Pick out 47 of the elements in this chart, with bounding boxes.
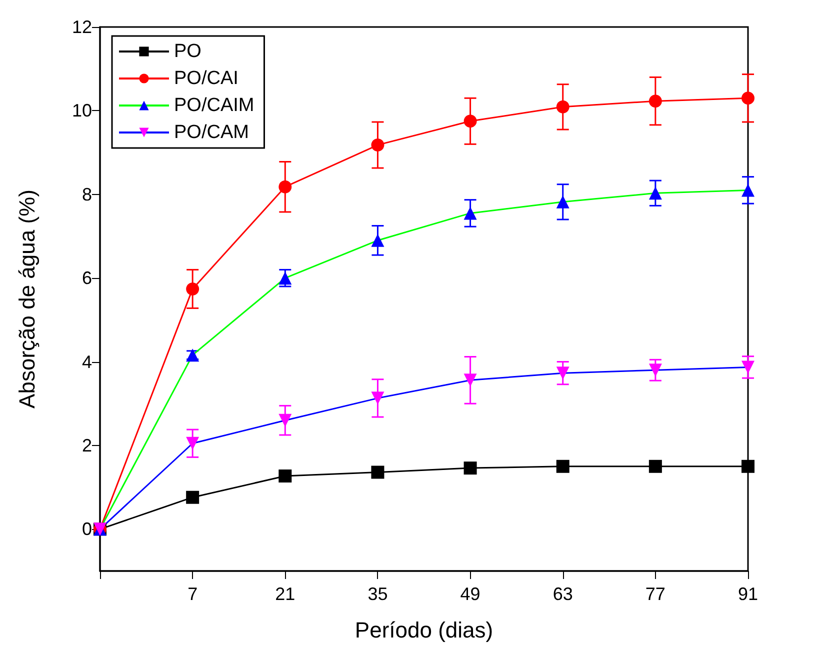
point xyxy=(371,138,384,152)
y-tick-label: 0 xyxy=(82,519,92,540)
point xyxy=(278,414,292,427)
y-tick-label: 6 xyxy=(82,268,92,288)
y-tick-label: 4 xyxy=(82,352,92,372)
point xyxy=(648,94,662,108)
x-tick-label: 77 xyxy=(645,584,666,604)
y-tick-label: 8 xyxy=(82,184,92,204)
point xyxy=(648,460,662,473)
y-tick-label: 2 xyxy=(82,435,92,456)
legend-label: PO/CAM xyxy=(174,122,249,143)
point xyxy=(742,460,754,473)
legend-label: PO/CAIM xyxy=(174,95,254,116)
point xyxy=(464,462,477,475)
legend-label: PO xyxy=(174,41,202,62)
point xyxy=(371,466,384,479)
x-tick-label: 63 xyxy=(552,584,573,604)
point xyxy=(648,364,662,377)
point xyxy=(278,470,292,483)
y-axis-title: Absorção de água (%) xyxy=(14,190,40,408)
point xyxy=(278,180,292,194)
point xyxy=(186,490,200,504)
point xyxy=(371,392,384,405)
point xyxy=(464,114,477,128)
point xyxy=(464,374,477,387)
point xyxy=(556,100,570,114)
point xyxy=(648,186,662,200)
point xyxy=(186,282,200,296)
y-tick-label: 10 xyxy=(72,100,92,121)
point xyxy=(556,366,570,380)
x-tick-label: 21 xyxy=(275,584,296,604)
point xyxy=(556,195,570,208)
x-tick-label: 91 xyxy=(738,584,758,604)
x-tick-label: 7 xyxy=(188,584,198,604)
point xyxy=(742,184,754,197)
point xyxy=(556,460,570,473)
point xyxy=(742,92,754,105)
y-tick-label: 12 xyxy=(72,17,92,37)
point xyxy=(371,234,384,247)
x-tick-label: 35 xyxy=(368,584,388,604)
x-tick-label: 49 xyxy=(460,584,480,604)
x-axis-title: Período (dias) xyxy=(354,618,494,642)
point xyxy=(278,272,292,285)
point xyxy=(186,436,200,450)
point xyxy=(742,360,754,374)
legend-label: PO/CAI xyxy=(174,68,238,89)
point xyxy=(464,206,477,220)
